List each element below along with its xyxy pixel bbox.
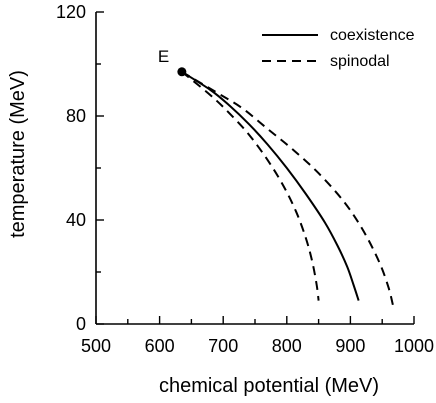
series-line-spinodal-2 (181, 70, 395, 309)
series-line-spinodal-1 (181, 71, 320, 301)
series-line-coexistence-0 (181, 70, 360, 301)
x-tick-label: 700 (208, 336, 238, 356)
legend-label-coexistence: coexistence (330, 27, 415, 44)
legend-label-spinodal: spinodal (330, 53, 390, 70)
y-tick-label: 80 (66, 106, 86, 126)
critical-point-marker (177, 67, 187, 77)
y-tick-label: 40 (66, 210, 86, 230)
x-tick-label: 500 (81, 336, 111, 356)
x-tick-label: 800 (272, 336, 302, 356)
y-tick-label: 0 (76, 314, 86, 334)
x-tick-label: 1000 (394, 336, 434, 356)
x-axis-title: chemical potential (MeV) (159, 375, 379, 397)
x-tick-label: 600 (145, 336, 175, 356)
critical-point-label: E (158, 47, 169, 66)
x-tick-label: 900 (335, 336, 365, 356)
y-axis-title: temperature (MeV) (7, 70, 29, 238)
y-tick-label: 120 (56, 2, 86, 22)
